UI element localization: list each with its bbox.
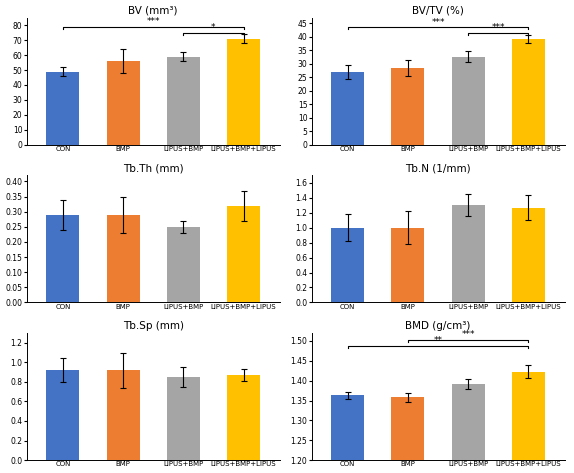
Text: *: * xyxy=(211,23,216,32)
Text: ***: *** xyxy=(491,23,505,32)
Title: BV/TV (%): BV/TV (%) xyxy=(412,6,464,16)
Bar xyxy=(512,39,545,145)
Bar xyxy=(391,68,425,145)
Bar xyxy=(46,370,79,460)
Title: Tb.N (1/mm): Tb.N (1/mm) xyxy=(405,163,471,173)
Bar xyxy=(331,72,364,145)
Bar xyxy=(166,227,200,302)
Text: ***: *** xyxy=(461,331,475,340)
Bar xyxy=(107,61,139,145)
Text: ***: *** xyxy=(431,18,445,27)
Bar xyxy=(391,397,425,473)
Title: BV (mm³): BV (mm³) xyxy=(129,6,178,16)
Bar xyxy=(452,384,484,473)
Bar xyxy=(331,228,364,302)
Title: Tb.Sp (mm): Tb.Sp (mm) xyxy=(123,321,184,331)
Bar xyxy=(512,372,545,473)
Bar xyxy=(331,395,364,473)
Bar xyxy=(227,39,260,145)
Bar xyxy=(391,228,425,302)
Bar xyxy=(227,206,260,302)
Bar xyxy=(227,375,260,460)
Bar xyxy=(46,71,79,145)
Bar xyxy=(166,57,200,145)
Bar xyxy=(107,370,139,460)
Bar xyxy=(452,57,484,145)
Bar xyxy=(452,205,484,302)
Bar xyxy=(107,215,139,302)
Title: Tb.Th (mm): Tb.Th (mm) xyxy=(123,163,184,173)
Bar xyxy=(512,208,545,302)
Text: **: ** xyxy=(433,336,443,345)
Title: BMD (g/cm³): BMD (g/cm³) xyxy=(405,321,471,331)
Bar xyxy=(166,377,200,460)
Text: ***: *** xyxy=(146,18,160,26)
Bar xyxy=(46,215,79,302)
